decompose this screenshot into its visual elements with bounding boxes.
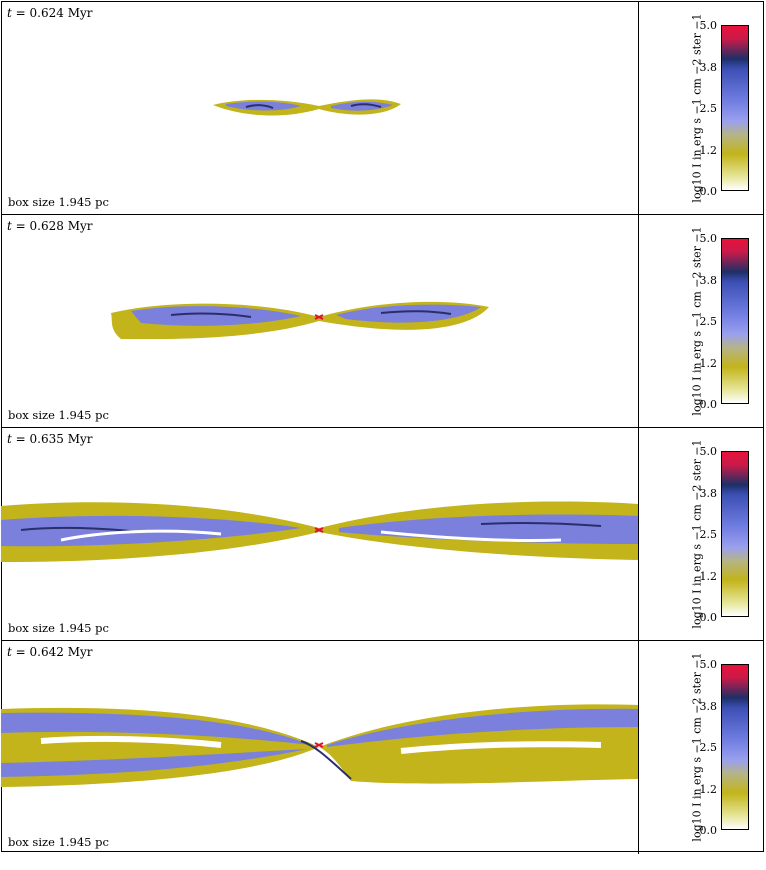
colorbar-cell-3: log10 I in erg s −1 cm −2 ster −1 5.0 3.…: [639, 428, 764, 641]
panel-row-2: t = 0.628 Myr box size 1.945 pc log10 I …: [1, 215, 764, 428]
colorbar-3: [721, 451, 749, 617]
colorbar-cell-1: log10 I in erg s −1 cm −2 ster −1 5.0 3.…: [639, 2, 764, 215]
outflow-lobes-4: [1, 704, 638, 787]
colorbar-cell-2: log10 I in erg s −1 cm −2 ster −1 5.0 3.…: [639, 215, 764, 428]
colorbar-tick: 2.5: [699, 102, 718, 115]
colorbar-1: [721, 25, 749, 191]
box-size-label-3: box size 1.945 pc: [8, 621, 109, 635]
emission-map-2: [111, 301, 489, 340]
outflow-lobes-2: [111, 301, 489, 340]
figure-frame: [1, 1, 764, 852]
colorbar-2: [721, 238, 749, 404]
colorbar-4: [721, 664, 749, 830]
emission-map-3: [1, 501, 638, 562]
colorbar-tick: 5.0: [699, 19, 718, 32]
time-label-2: t = 0.628 Myr: [7, 219, 93, 233]
sim-panel-4: t = 0.642 Myr box size 1.945 pc: [1, 641, 639, 854]
colorbar-tick: 3.8: [699, 61, 718, 74]
colorbar-tick: 3.8: [699, 487, 718, 500]
colorbar-tick: 0.0: [699, 824, 718, 837]
panel-row-4: t = 0.642 Myr box size 1.945 pc log10 I …: [1, 641, 764, 854]
colorbar-tick: 2.5: [699, 315, 718, 328]
sim-panel-2: t = 0.628 Myr box size 1.945 pc: [1, 215, 639, 428]
box-size-label-2: box size 1.945 pc: [8, 408, 109, 422]
colorbar-tick: 5.0: [699, 445, 718, 458]
time-label-1: t = 0.624 Myr: [7, 6, 93, 20]
panel-row-1: t = 0.624 Myr box size 1.945 pc log10 I …: [1, 2, 764, 215]
colorbar-tick: 1.2: [699, 144, 718, 157]
sim-panel-3: t = 0.635 Myr box size 1.945 pc: [1, 428, 639, 641]
panel-row-3: t = 0.635 Myr box size 1.945 pc log10 I …: [1, 428, 764, 641]
colorbar-tick: 1.2: [699, 357, 718, 370]
colorbar-tick: 0.0: [699, 611, 718, 624]
colorbar-tick: 2.5: [699, 528, 718, 541]
colorbar-tick: 2.5: [699, 741, 718, 754]
colorbar-tick: 3.8: [699, 274, 718, 287]
colorbar-tick: 1.2: [699, 783, 718, 796]
emission-map-1: [213, 99, 401, 116]
sim-panel-1: t = 0.624 Myr box size 1.945 pc: [1, 2, 639, 215]
colorbar-cell-4: log10 I in erg s −1 cm −2 ster −1 5.0 3.…: [639, 641, 764, 854]
colorbar-tick: 0.0: [699, 185, 718, 198]
emission-map-4: [1, 704, 638, 787]
colorbar-tick: 0.0: [699, 398, 718, 411]
colorbar-tick: 1.2: [699, 570, 718, 583]
time-label-3: t = 0.635 Myr: [7, 432, 93, 446]
outflow-lobes-3: [1, 501, 638, 562]
colorbar-tick: 3.8: [699, 700, 718, 713]
box-size-label-4: box size 1.945 pc: [8, 835, 109, 849]
outflow-lobes-1: [213, 99, 401, 116]
box-size-label-1: box size 1.945 pc: [8, 195, 109, 209]
colorbar-tick: 5.0: [699, 658, 718, 671]
colorbar-tick: 5.0: [699, 232, 718, 245]
time-label-4: t = 0.642 Myr: [7, 645, 93, 659]
